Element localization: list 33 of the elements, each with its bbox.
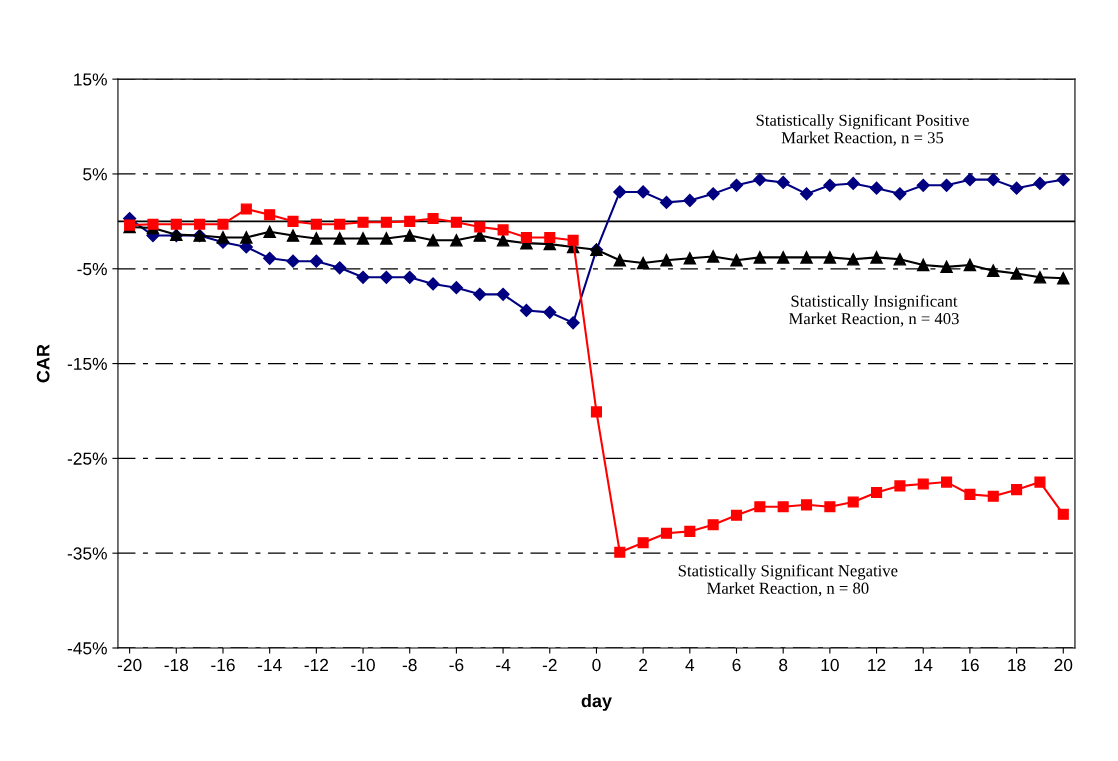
x-tick-label: -10 xyxy=(351,658,375,672)
series-label: Statistically Significant Negative Market Reaction, n = 80 xyxy=(678,564,898,597)
x-tick-label: 0 xyxy=(592,658,601,672)
x-tick-label: -4 xyxy=(496,659,511,671)
x-tick-label: 14 xyxy=(914,659,933,671)
x-tick-label: 16 xyxy=(961,658,979,672)
x-tick-label: -12 xyxy=(304,658,329,671)
x-tick-label: 20 xyxy=(1054,658,1073,672)
x-tick-label: 8 xyxy=(779,658,788,672)
series-label: Statistically Significant Positive Market Reaction, n = 35 xyxy=(756,113,969,146)
x-axis-title: day xyxy=(581,694,612,711)
x-tick-label: 10 xyxy=(821,658,839,672)
y-tick-label: -15% xyxy=(67,357,107,371)
x-tick-label: 4 xyxy=(685,659,695,671)
x-tick-label: -20 xyxy=(117,658,142,672)
x-tick-label: -18 xyxy=(164,658,189,672)
y-tick-label: -5% xyxy=(77,263,107,276)
x-tick-label: -6 xyxy=(449,658,464,672)
y-tick-label: -25% xyxy=(67,452,107,465)
x-tick-label: 2 xyxy=(639,658,648,671)
y-tick-label: -35% xyxy=(67,547,107,560)
x-tick-label: -14 xyxy=(257,659,282,671)
x-tick-label: 18 xyxy=(1008,658,1026,672)
x-tick-label: -2 xyxy=(542,658,557,671)
y-tick-label: 15% xyxy=(74,73,107,86)
x-tick-label: -16 xyxy=(211,658,235,672)
x-tick-label: 12 xyxy=(868,658,886,671)
x-tick-label: 6 xyxy=(732,658,741,672)
y-tick-label: -45% xyxy=(67,642,107,655)
series-label: Statistically Insignificant Market Reaction, n = 403 xyxy=(789,294,959,327)
y-axis-title: CAR xyxy=(36,344,50,383)
y-tick-label: 5% xyxy=(83,168,107,181)
x-tick-label: -8 xyxy=(402,658,417,672)
